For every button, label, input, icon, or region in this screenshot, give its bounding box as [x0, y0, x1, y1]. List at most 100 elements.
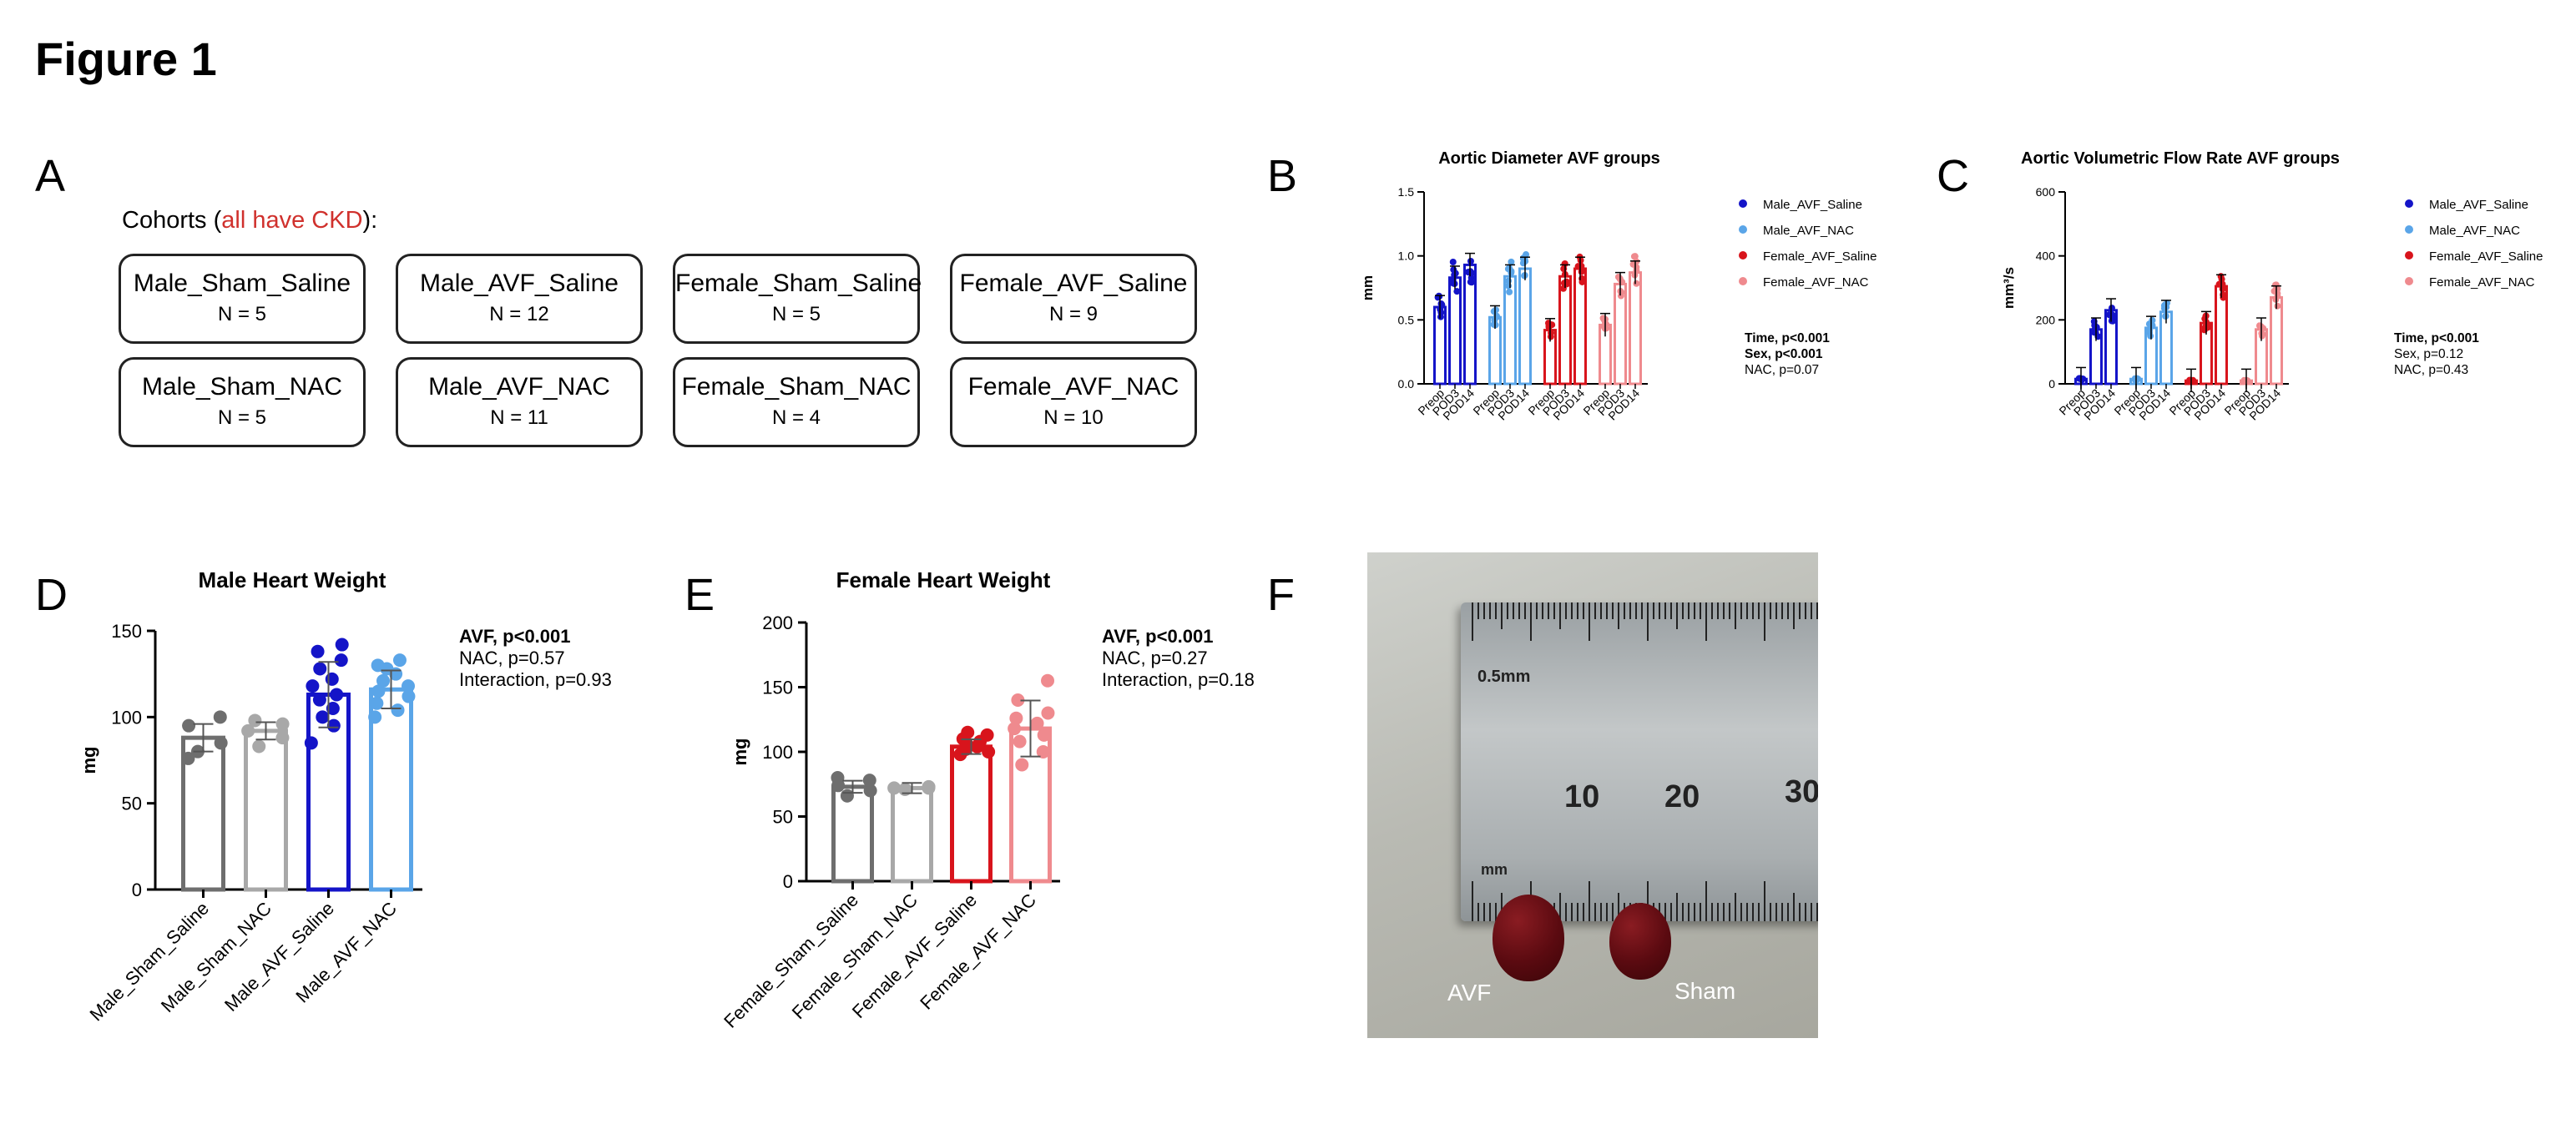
data-point: [1578, 265, 1585, 273]
data-point: [1603, 325, 1610, 332]
bar: [244, 728, 288, 892]
bar: [1518, 267, 1532, 386]
data-point: [306, 679, 320, 693]
cohort-name: Female_Sham_Saline: [675, 270, 922, 297]
cohort-name: Female_AVF_Saline: [959, 270, 1188, 297]
y-axis-label: mg: [78, 747, 99, 774]
data-point: [922, 779, 936, 794]
cohort-n: N = 11: [490, 406, 548, 429]
cohort-n: N = 10: [1043, 406, 1104, 429]
cohort-name: Male_AVF_NAC: [428, 373, 610, 401]
data-point: [2108, 305, 2115, 312]
data-point: [1506, 288, 1513, 295]
data-point: [1450, 266, 1457, 274]
cohort-name: Male_Sham_Saline: [133, 270, 351, 297]
legend-marker: [1739, 277, 1747, 285]
y-tick-label: 0: [2048, 377, 2055, 391]
stat-line: NAC, p=0.27: [1102, 648, 1208, 668]
data-point: [241, 723, 255, 738]
y-tick-label: 0: [132, 880, 142, 900]
stats-e: AVF, p<0.001 NAC, p=0.27 Interaction, p=…: [1102, 626, 1255, 691]
y-axis-label: mm: [1360, 275, 1376, 300]
data-point: [1009, 711, 1023, 725]
bar: [831, 784, 874, 884]
stat-line: Sex, p<0.001: [1745, 347, 1823, 361]
data-point: [391, 703, 405, 718]
data-point: [1041, 673, 1055, 688]
x-tick-label: Male_Sham_Saline: [85, 898, 213, 1026]
cohorts-heading: Cohorts (all have CKD):: [122, 207, 377, 234]
cohort-box: Female_Sham_NAC N = 4: [673, 357, 920, 447]
ruler-label-top: 0.5mm: [1477, 668, 1531, 686]
chart-title: Male Heart Weight: [199, 567, 386, 592]
photo-label-avf: AVF: [1447, 980, 1492, 1006]
data-point: [2244, 377, 2251, 385]
data-point: [402, 689, 416, 703]
ruler-number: 20: [1664, 779, 1700, 814]
data-point: [2274, 302, 2281, 310]
data-point: [2076, 375, 2084, 382]
data-point: [2255, 322, 2263, 330]
stat-line: Interaction, p=0.18: [1102, 669, 1255, 690]
cohort-n: N = 5: [771, 303, 821, 325]
cohort-box: Male_AVF_Saline N = 12: [396, 254, 643, 344]
panel-letter-b: B: [1267, 151, 1298, 201]
data-point: [2274, 285, 2281, 293]
y-tick-label: 1.5: [1398, 185, 1415, 199]
y-tick-label: 100: [111, 707, 142, 728]
data-point: [334, 653, 348, 668]
legend-label: Male_AVF_NAC: [1763, 224, 1854, 238]
data-point: [2186, 376, 2194, 384]
y-tick-label: 400: [2036, 249, 2056, 263]
stat-line: Time, p<0.001: [1745, 331, 1830, 345]
chart-aortic-diameter: Aortic Diameter AVF groups mm 0.0 0.5 1.0 1.5…: [1360, 149, 1876, 423]
data-point: [1563, 278, 1570, 285]
stat-line: NAC, p=0.57: [459, 648, 565, 668]
legend-label: Female_AVF_NAC: [2429, 275, 2535, 290]
cohorts-heading-ckd: all have CKD: [221, 207, 363, 234]
ruler: 0.5mm mm 10 20 30: [1461, 602, 1818, 921]
data-point: [275, 731, 290, 745]
cohort-box: Female_AVF_NAC N = 10: [950, 357, 1197, 447]
data-point: [1614, 273, 1622, 280]
figure-title: Figure 1: [35, 33, 217, 85]
data-point: [2149, 316, 2156, 324]
panel-letter-a: A: [35, 151, 66, 201]
data-point: [326, 702, 340, 715]
data-point: [831, 771, 845, 784]
data-point: [887, 781, 902, 795]
bar: [1558, 275, 1572, 386]
cohort-name: Female_AVF_NAC: [967, 373, 1179, 401]
data-point: [1578, 278, 1586, 285]
data-point: [862, 774, 876, 788]
data-point: [316, 710, 330, 724]
cohort-n: N = 5: [217, 406, 267, 429]
data-point: [1508, 258, 1515, 265]
data-point: [380, 662, 394, 676]
data-point: [1505, 277, 1513, 285]
cohort-n: N = 12: [489, 303, 549, 325]
data-point: [1015, 758, 1029, 772]
chart-title: Aortic Volumetric Flow Rate AVF groups: [2021, 149, 2340, 168]
legend-label: Male_AVF_Saline: [2429, 198, 2528, 212]
data-point: [1030, 716, 1044, 730]
data-point: [2259, 330, 2266, 338]
stat-line: AVF, p<0.001: [459, 626, 571, 647]
data-point: [980, 728, 994, 742]
y-tick-label: 50: [122, 794, 142, 814]
cohort-box: Female_Sham_Saline N = 5: [673, 254, 922, 344]
cohort-box: Male_AVF_NAC N = 11: [396, 357, 643, 447]
data-point: [1013, 734, 1027, 748]
bar: [891, 785, 933, 884]
data-point: [335, 638, 349, 652]
stats-b: Time, p<0.001 Sex, p<0.001 NAC, p=0.07: [1745, 330, 1830, 378]
chart-title: Female Heart Weight: [836, 567, 1051, 592]
x-tick-label: Male_Sham_NAC: [157, 898, 275, 1016]
legend-marker: [1739, 199, 1747, 208]
cohort-n: N = 9: [1048, 303, 1099, 325]
data-point: [275, 717, 290, 731]
heart-avf: [1493, 895, 1564, 981]
ruler-number: 30: [1785, 774, 1818, 809]
data-point: [1521, 272, 1528, 280]
cohorts-heading-prefix: Cohorts (: [122, 207, 222, 234]
